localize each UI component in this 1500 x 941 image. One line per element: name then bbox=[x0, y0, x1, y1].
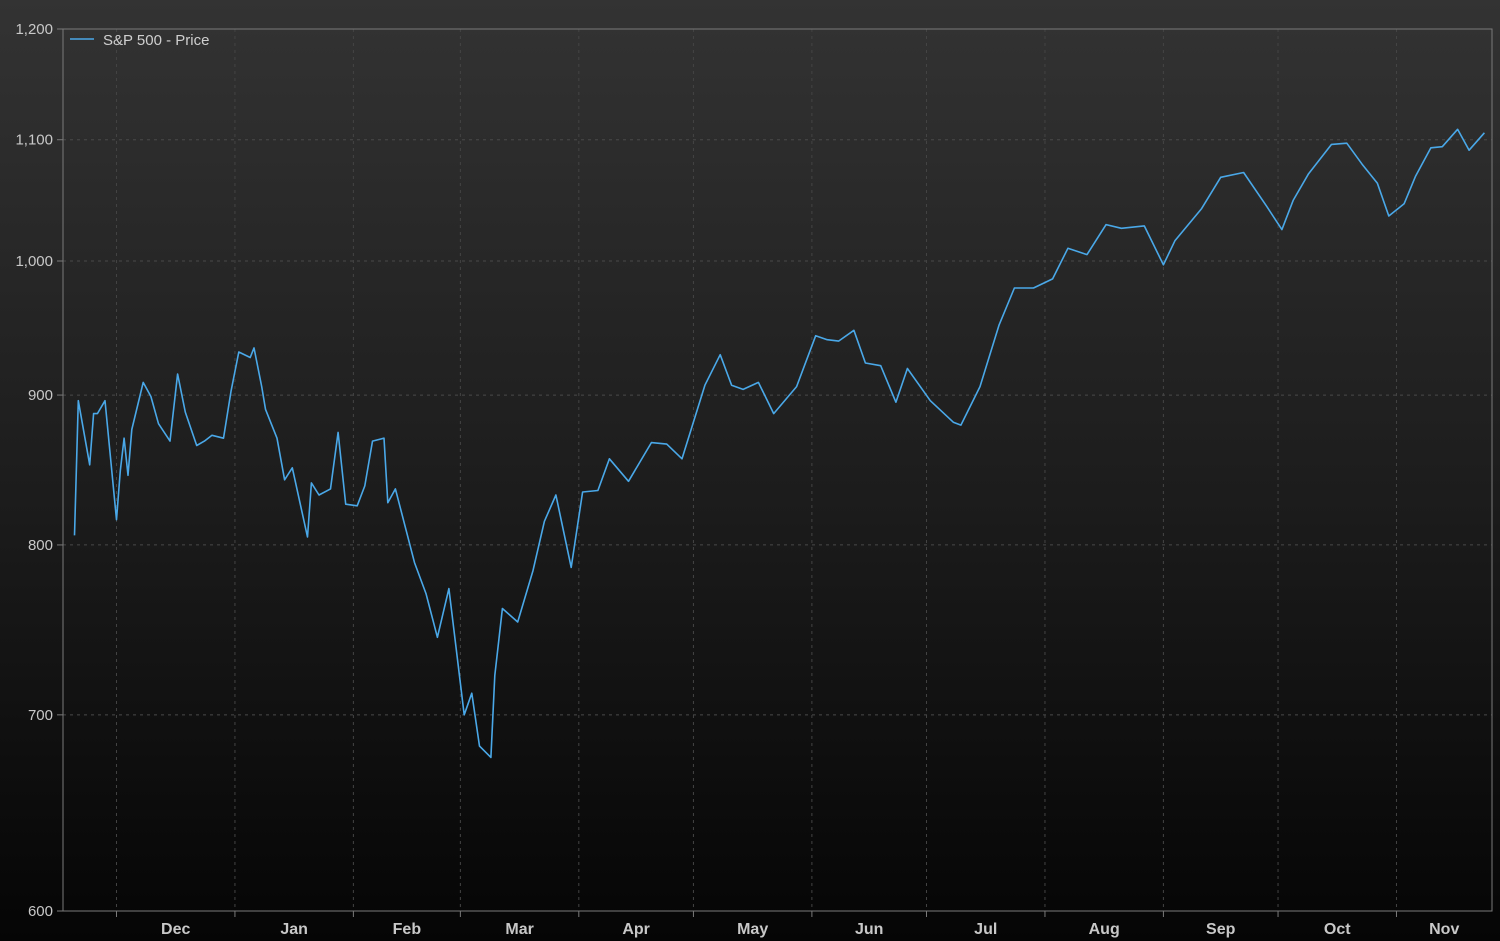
y-tick-label: 1,000 bbox=[15, 253, 53, 270]
y-tick-label: 700 bbox=[28, 707, 53, 724]
y-tick-label: 1,200 bbox=[15, 21, 53, 38]
x-tick-label: Aug bbox=[1089, 921, 1120, 938]
x-tick-label: May bbox=[737, 921, 768, 938]
y-tick-label: 900 bbox=[28, 387, 53, 404]
x-tick-label: Jan bbox=[280, 921, 308, 938]
legend[interactable]: S&P 500 - Price bbox=[70, 32, 209, 49]
x-tick-label: Oct bbox=[1324, 921, 1351, 938]
y-tick-label: 800 bbox=[28, 537, 53, 554]
x-tick-label: Mar bbox=[505, 921, 533, 938]
series-line-sp500 bbox=[73, 128, 1486, 759]
legend-label: S&P 500 - Price bbox=[103, 32, 209, 49]
x-tick-label: Jul bbox=[974, 921, 997, 938]
x-tick-label: Feb bbox=[393, 921, 422, 938]
y-tick-label: 1,100 bbox=[15, 132, 53, 149]
x-tick-label: Dec bbox=[161, 921, 190, 938]
x-axis: Dec Jan Feb Mar Apr May Jun Jul Aug Sep Oct Nov bbox=[115, 911, 1459, 938]
x-tick-label: Apr bbox=[622, 921, 650, 938]
x-tick-label: Jun bbox=[855, 921, 883, 938]
x-tick-label: Sep bbox=[1206, 921, 1236, 938]
y-tick-label: 600 bbox=[28, 903, 53, 920]
gridlines bbox=[63, 29, 1492, 911]
plot-frame bbox=[62, 28, 1493, 912]
y-axis: 600 700 800 900 1,000 1,100 1,200 bbox=[15, 21, 63, 920]
x-tick-label: Nov bbox=[1429, 921, 1459, 938]
